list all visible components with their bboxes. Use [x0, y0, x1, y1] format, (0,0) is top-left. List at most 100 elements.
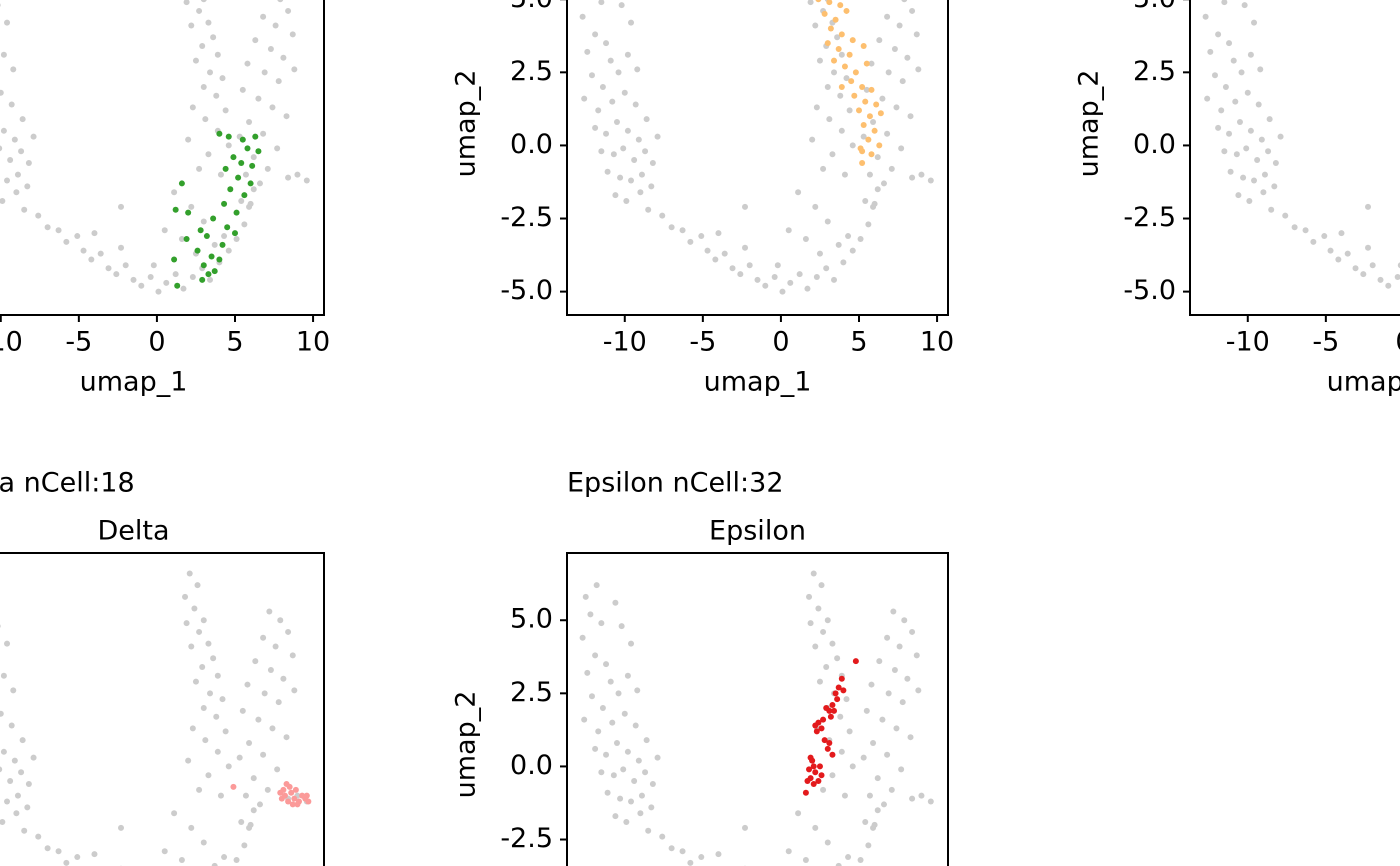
background-cell	[225, 763, 232, 770]
background-cell	[178, 235, 185, 242]
background-cell	[272, 22, 279, 29]
background-cell	[603, 130, 610, 137]
highlight-cell	[222, 165, 229, 172]
background-cell	[742, 824, 749, 831]
background-cell	[927, 177, 934, 184]
background-cell	[857, 856, 864, 863]
background-cell	[247, 200, 254, 207]
background-cell	[122, 262, 129, 269]
background-cell	[261, 690, 268, 697]
y-tick-label: 5.0	[1133, 0, 1176, 14]
highlight-cell	[238, 159, 245, 166]
highlight-cell	[815, 778, 822, 785]
highlight-cell	[818, 772, 825, 779]
highlight-cell	[200, 262, 207, 269]
background-cell	[244, 60, 251, 67]
background-cell	[582, 593, 589, 600]
background-cell	[857, 235, 864, 242]
background-cell	[1377, 276, 1384, 283]
background-cell	[812, 643, 819, 650]
background-cell	[687, 859, 694, 866]
background-cell	[18, 769, 25, 776]
background-cell	[260, 751, 267, 758]
background-cell	[874, 154, 881, 161]
background-cell	[918, 171, 925, 178]
background-cell	[829, 151, 836, 158]
background-cell	[862, 197, 869, 204]
background-cell	[820, 628, 827, 635]
background-cell	[907, 734, 914, 741]
background-cell	[818, 582, 825, 589]
background-cell	[592, 745, 599, 752]
background-cell	[189, 273, 196, 280]
background-cell	[225, 142, 232, 149]
background-cell	[846, 728, 853, 735]
background-cell	[687, 238, 694, 245]
x-tick-label: 10	[920, 327, 954, 358]
background-cell	[25, 780, 32, 787]
background-cell	[1369, 262, 1376, 269]
highlight-cell	[185, 209, 192, 216]
highlight-cell	[837, 2, 844, 9]
background-cell	[592, 124, 599, 131]
background-cell	[1233, 151, 1240, 158]
background-cell	[1226, 130, 1233, 137]
background-cell	[0, 624, 1, 628]
background-cell	[1247, 127, 1254, 134]
background-cell	[285, 174, 292, 181]
background-cell	[1244, 89, 1251, 96]
background-cell	[264, 165, 271, 172]
background-cell	[865, 221, 872, 228]
highlight-cell	[235, 174, 242, 181]
background-cell	[593, 582, 600, 589]
background-cell	[785, 848, 792, 855]
background-cell	[1365, 203, 1372, 210]
background-cell	[884, 13, 891, 20]
background-cell	[863, 707, 870, 714]
background-cell	[202, 116, 209, 123]
background-cell	[244, 681, 251, 688]
background-cell	[8, 722, 15, 729]
background-cell	[1246, 197, 1253, 204]
y-tick-label: -2.5	[500, 823, 553, 854]
background-cell	[804, 285, 811, 292]
highlight-cell	[244, 145, 251, 152]
background-cell	[30, 133, 37, 140]
background-cell	[613, 119, 620, 126]
background-cell	[285, 7, 292, 14]
background-cell	[118, 244, 125, 251]
highlight-cell	[813, 728, 820, 735]
background-cell	[648, 183, 655, 190]
highlight-cell	[216, 130, 223, 137]
background-cell	[138, 282, 145, 289]
highlight-cell	[247, 180, 254, 187]
highlight-cell	[831, 57, 838, 64]
background-cell	[1227, 168, 1234, 175]
background-cell	[896, 643, 903, 650]
background-cell	[130, 276, 137, 283]
background-cell	[11, 757, 18, 764]
background-cell	[824, 218, 831, 225]
background-cell	[838, 748, 845, 755]
background-cell	[239, 707, 246, 714]
background-cell	[862, 818, 869, 825]
background-cell	[267, 666, 274, 673]
background-cell	[898, 766, 905, 773]
background-cell	[635, 136, 642, 143]
background-cell	[256, 180, 263, 187]
highlight-cell	[873, 101, 880, 108]
background-cell	[816, 57, 823, 64]
background-cell	[192, 678, 199, 685]
background-cell	[7, 157, 14, 164]
background-cell	[0, 3, 1, 7]
highlight-cell	[255, 148, 262, 155]
background-cell	[1241, 2, 1248, 9]
background-cell	[809, 136, 816, 143]
background-cell	[637, 189, 644, 196]
highlight-cell	[291, 795, 298, 802]
plot-frame	[0, 552, 325, 866]
background-cell	[845, 854, 852, 861]
background-cell	[205, 19, 212, 26]
background-cell	[1272, 159, 1279, 166]
background-cell	[247, 821, 254, 828]
